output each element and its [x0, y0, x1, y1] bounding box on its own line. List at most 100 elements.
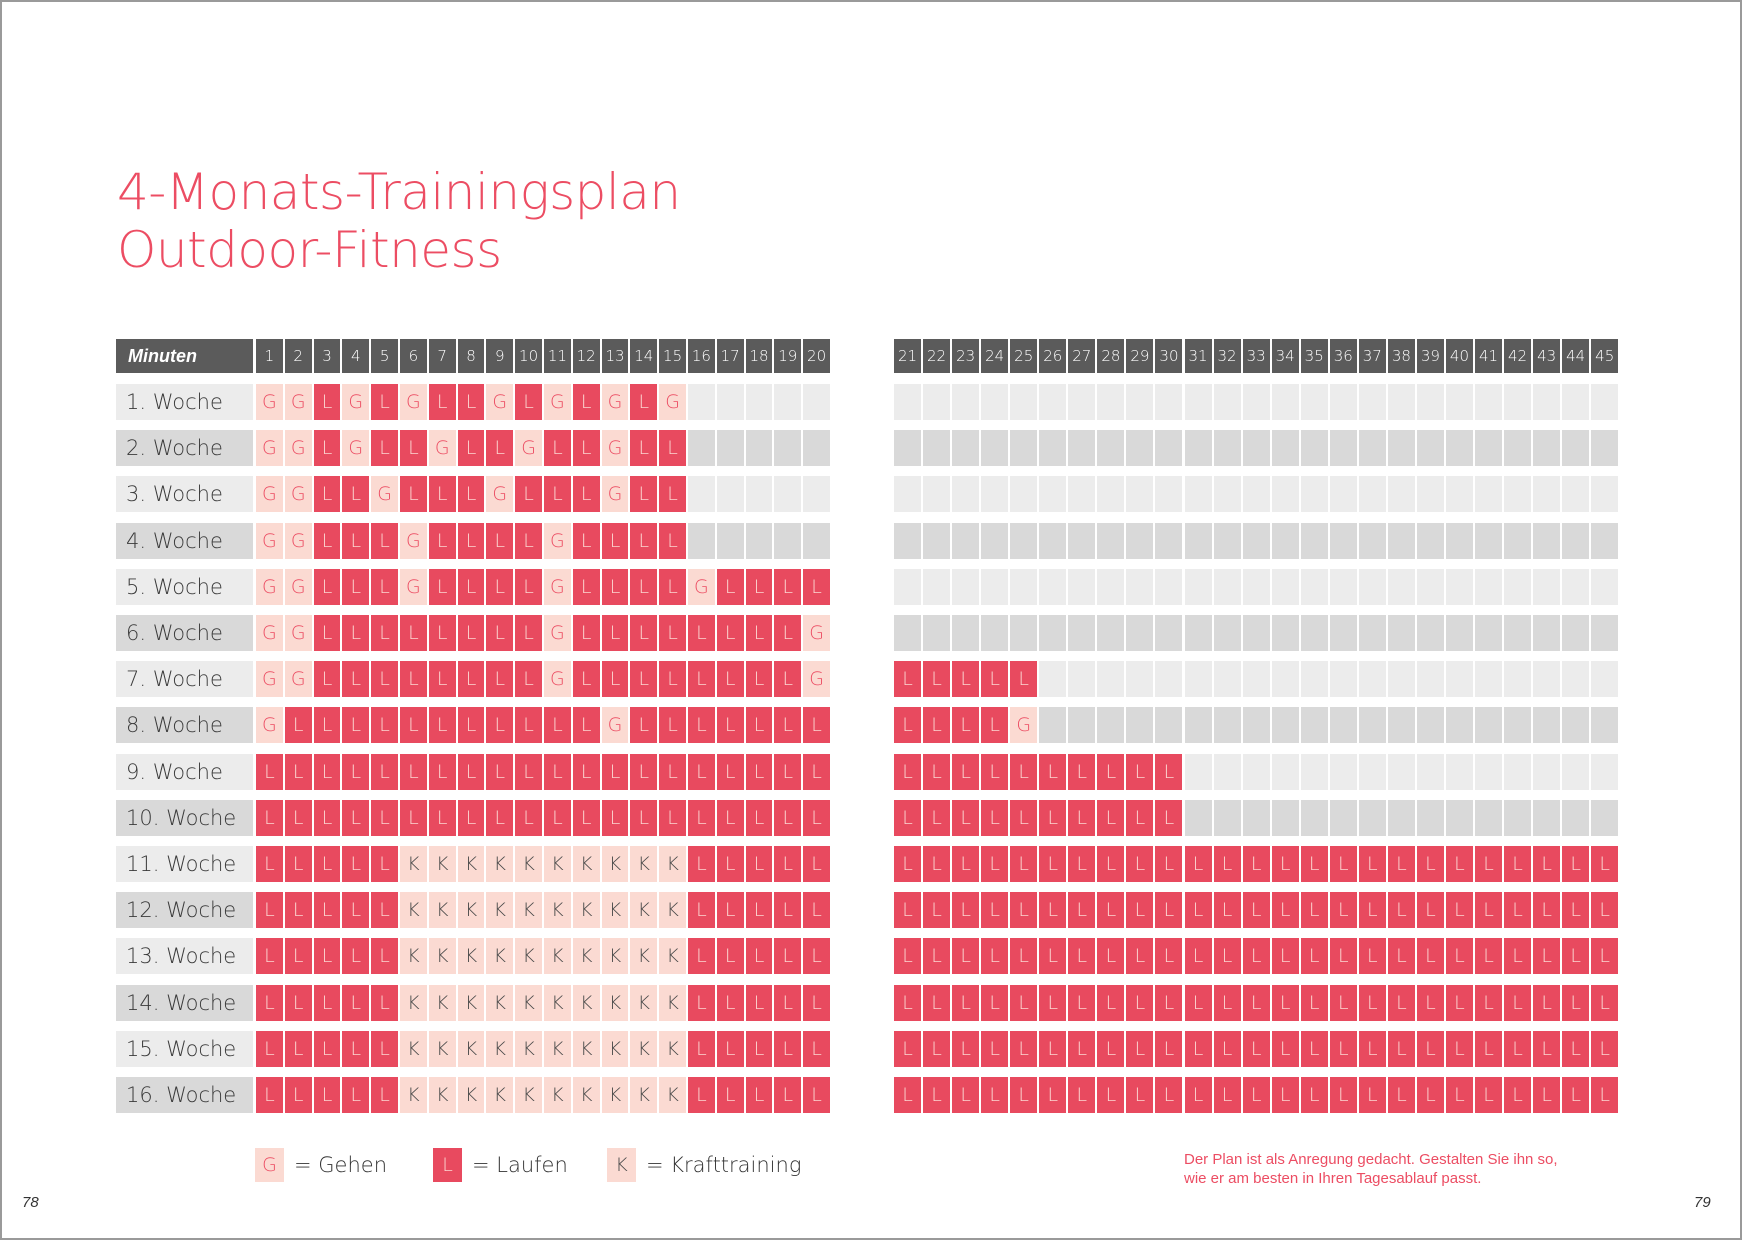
run-cell: L — [1155, 984, 1183, 1021]
strength-cell: K — [572, 1030, 600, 1067]
empty-cell — [1475, 707, 1503, 744]
legend-run-label: = Laufen — [472, 1153, 568, 1177]
run-cell: L — [1068, 846, 1096, 882]
minute-header: 12 — [572, 339, 600, 373]
run-cell: L — [803, 846, 830, 882]
run-cell: L — [1387, 846, 1415, 882]
run-cell: L — [1504, 892, 1532, 929]
run-cell: L — [1213, 1077, 1241, 1113]
run-cell: L — [1155, 799, 1183, 836]
minute-header: 1 — [256, 339, 283, 373]
walk-cell: G — [256, 522, 283, 559]
run-cell: L — [1475, 846, 1503, 882]
empty-cell — [1184, 384, 1212, 420]
run-cell: L — [1242, 846, 1270, 882]
empty-cell — [1271, 522, 1299, 559]
strength-cell: K — [630, 938, 658, 975]
run-cell: L — [371, 1030, 398, 1067]
empty-cell — [1533, 615, 1561, 651]
run-cell: L — [1358, 938, 1386, 975]
run-cell: L — [894, 799, 922, 836]
week-label: 14. Woche — [116, 984, 253, 1021]
run-cell: L — [1010, 984, 1038, 1021]
run-cell: L — [1504, 984, 1532, 1021]
run-cell: L — [371, 615, 398, 651]
run-cell: L — [1591, 984, 1619, 1021]
run-cell: L — [894, 1077, 922, 1113]
run-cell: L — [894, 846, 922, 882]
legend-strength-swatch: K — [607, 1148, 636, 1182]
empty-cell — [1416, 384, 1444, 420]
empty-cell — [803, 384, 830, 420]
run-cell: L — [981, 846, 1009, 882]
empty-cell — [1562, 568, 1590, 605]
empty-cell — [1533, 753, 1561, 790]
minute-header: 23 — [952, 339, 980, 373]
run-cell: L — [342, 938, 370, 975]
empty-cell — [1591, 615, 1619, 651]
run-cell: L — [716, 615, 744, 651]
run-cell: L — [894, 1030, 922, 1067]
run-cell: L — [284, 1077, 312, 1113]
empty-cell — [1097, 707, 1125, 744]
run-cell: L — [952, 892, 980, 929]
walk-cell: G — [428, 430, 456, 467]
minute-header: 6 — [400, 339, 427, 373]
run-cell: L — [894, 892, 922, 929]
empty-cell — [952, 430, 980, 467]
strength-cell: K — [515, 1030, 542, 1067]
note-line-1: Der Plan ist als Anregung gedacht. Gesta… — [1184, 1151, 1558, 1168]
run-cell: L — [284, 1030, 312, 1067]
run-cell: L — [284, 984, 312, 1021]
empty-cell — [1010, 568, 1038, 605]
run-cell: L — [1329, 984, 1357, 1021]
walk-cell: G — [256, 430, 283, 467]
empty-cell — [1562, 476, 1590, 513]
run-cell: L — [1387, 892, 1415, 929]
walk-cell: G — [803, 615, 830, 651]
run-cell: L — [1358, 984, 1386, 1021]
run-cell: L — [457, 661, 485, 698]
run-cell: L — [457, 753, 485, 790]
empty-cell — [1475, 384, 1503, 420]
run-cell: L — [515, 568, 542, 605]
minute-header: 22 — [923, 339, 951, 373]
run-cell: L — [952, 1030, 980, 1067]
run-cell: L — [745, 984, 773, 1021]
empty-cell — [1039, 707, 1067, 744]
empty-cell — [1329, 522, 1357, 559]
week-label: 12. Woche — [116, 892, 253, 929]
run-cell: L — [1126, 846, 1154, 882]
run-cell: L — [400, 753, 427, 790]
run-cell: L — [313, 522, 341, 559]
walk-cell: G — [256, 615, 283, 651]
run-cell: L — [1213, 984, 1241, 1021]
empty-cell — [1271, 661, 1299, 698]
strength-cell: K — [544, 1077, 571, 1113]
week-label: 16. Woche — [116, 1077, 253, 1113]
empty-cell — [1416, 799, 1444, 836]
run-cell: L — [313, 707, 341, 744]
empty-cell — [1097, 661, 1125, 698]
empty-cell — [981, 430, 1009, 467]
walk-cell: G — [515, 430, 542, 467]
run-cell: L — [1184, 1077, 1212, 1113]
run-cell: L — [803, 1077, 830, 1113]
run-cell: L — [1068, 984, 1096, 1021]
run-cell: L — [774, 984, 802, 1021]
run-cell: L — [1097, 892, 1125, 929]
empty-cell — [688, 522, 715, 559]
run-cell: L — [1271, 1077, 1299, 1113]
empty-cell — [1039, 522, 1067, 559]
run-cell: L — [572, 753, 600, 790]
run-cell: L — [313, 938, 341, 975]
run-cell: L — [630, 753, 658, 790]
strength-cell: K — [515, 846, 542, 882]
run-cell: L — [981, 799, 1009, 836]
run-cell: L — [1184, 892, 1212, 929]
run-cell: L — [981, 1030, 1009, 1067]
minute-header: 24 — [981, 339, 1009, 373]
empty-cell — [1097, 476, 1125, 513]
run-cell: L — [774, 753, 802, 790]
run-cell: L — [256, 892, 283, 929]
